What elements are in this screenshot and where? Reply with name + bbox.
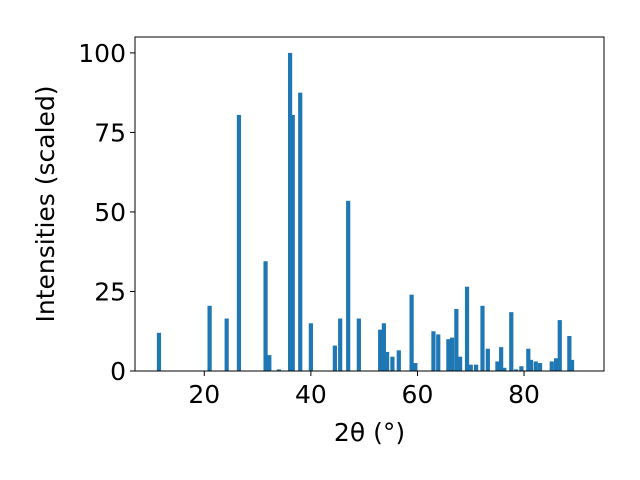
bar bbox=[495, 361, 500, 371]
x-axis-ticks: 20 40 60 80 bbox=[188, 371, 540, 409]
bar bbox=[509, 312, 514, 371]
y-axis-label: Intensities (scaled) bbox=[31, 85, 60, 322]
bar bbox=[537, 363, 543, 371]
bar bbox=[378, 329, 383, 371]
y-tick-label: 50 bbox=[94, 198, 126, 227]
bar bbox=[473, 364, 479, 371]
y-tick-label: 25 bbox=[94, 277, 126, 306]
bar bbox=[567, 336, 572, 371]
bar bbox=[298, 92, 303, 372]
bars-group bbox=[156, 52, 575, 372]
bar bbox=[207, 305, 212, 371]
x-tick-label: 20 bbox=[188, 380, 220, 409]
y-tick-label: 0 bbox=[110, 357, 126, 386]
bar bbox=[436, 334, 441, 371]
bar bbox=[513, 369, 519, 371]
bar bbox=[156, 332, 162, 371]
bar bbox=[502, 367, 507, 371]
bar bbox=[390, 356, 395, 371]
bar bbox=[338, 318, 343, 371]
bar bbox=[519, 366, 524, 371]
bar bbox=[528, 359, 534, 371]
bar bbox=[384, 351, 390, 371]
bar bbox=[267, 355, 272, 371]
bar bbox=[464, 286, 470, 371]
bar bbox=[533, 361, 538, 371]
bar bbox=[557, 320, 562, 371]
bar bbox=[236, 114, 242, 372]
bar bbox=[446, 339, 451, 371]
bar bbox=[287, 52, 293, 372]
bar bbox=[308, 323, 313, 371]
bar bbox=[381, 323, 386, 371]
bar bbox=[396, 350, 401, 371]
bar bbox=[485, 348, 490, 371]
bar bbox=[499, 347, 504, 371]
bar bbox=[276, 369, 281, 371]
bar bbox=[549, 361, 554, 371]
bar bbox=[454, 308, 459, 371]
bar bbox=[553, 358, 559, 371]
bar bbox=[332, 345, 337, 371]
bar bbox=[468, 364, 473, 371]
bar bbox=[458, 356, 463, 371]
x-tick-label: 80 bbox=[508, 380, 540, 409]
bar bbox=[409, 294, 414, 371]
y-tick-label: 75 bbox=[94, 118, 126, 147]
y-tick-label: 100 bbox=[78, 39, 126, 68]
bar bbox=[224, 318, 229, 371]
bar bbox=[346, 200, 351, 371]
bar bbox=[413, 363, 418, 371]
x-axis-label: 2θ (°) bbox=[334, 418, 405, 447]
bar bbox=[263, 261, 268, 371]
x-tick-label: 40 bbox=[295, 380, 327, 409]
bar bbox=[450, 337, 455, 371]
bar bbox=[431, 331, 436, 371]
bar bbox=[526, 348, 531, 371]
x-tick-label: 60 bbox=[402, 380, 434, 409]
y-axis-ticks: 0 25 50 75 100 bbox=[78, 39, 135, 386]
bar bbox=[569, 359, 575, 371]
bar bbox=[356, 318, 361, 371]
plot-frame bbox=[134, 36, 605, 372]
bar bbox=[290, 114, 295, 372]
bar bbox=[480, 305, 485, 371]
